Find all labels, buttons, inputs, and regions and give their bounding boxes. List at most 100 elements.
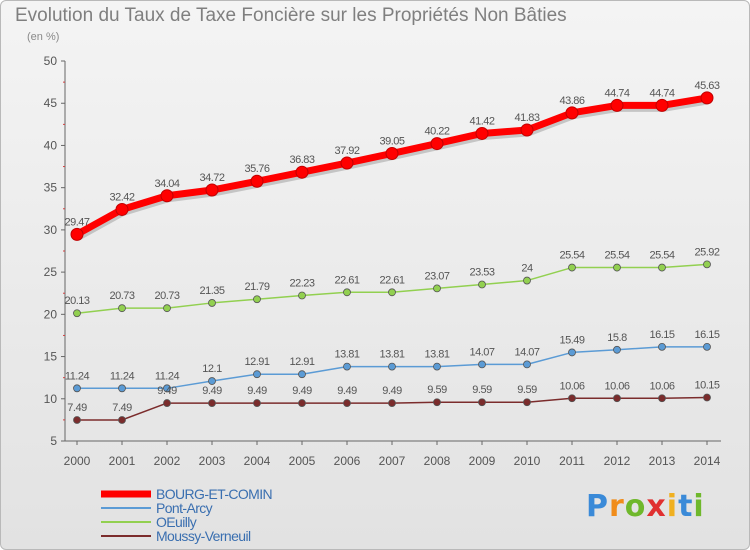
data-label: 13.81 xyxy=(379,349,404,361)
data-label: 9.49 xyxy=(202,385,222,397)
data-point xyxy=(703,342,711,351)
x-tick-label: 2010 xyxy=(514,454,541,468)
data-label: 20.13 xyxy=(64,295,89,307)
data-label: 20.73 xyxy=(154,290,179,302)
x-tick-label: 2000 xyxy=(64,454,91,468)
data-label: 20.73 xyxy=(109,290,134,302)
x-tick-label: 2011 xyxy=(559,454,585,468)
data-label: 16.15 xyxy=(649,329,674,341)
data-point xyxy=(658,342,666,351)
data-label: 12.1 xyxy=(202,363,222,375)
chart-title: Evolution du Taux de Taxe Foncière sur l… xyxy=(15,5,567,26)
x-tick-label: 2013 xyxy=(649,454,676,468)
data-label: 35.76 xyxy=(244,163,269,175)
legend-label: Pont-Arcy xyxy=(156,500,213,516)
data-label: 10.06 xyxy=(649,380,674,392)
data-point xyxy=(610,98,624,112)
series-line xyxy=(75,94,708,238)
y-tick-label: 45 xyxy=(44,96,58,110)
data-label: 25.54 xyxy=(604,250,629,262)
legend-label: Moussy-Verneuil xyxy=(156,528,251,544)
data-point xyxy=(298,399,306,407)
data-point xyxy=(703,393,711,402)
x-tick-label: 2002 xyxy=(154,454,181,468)
y-tick-label: 30 xyxy=(44,223,58,237)
data-point xyxy=(208,299,216,307)
data-label: 7.49 xyxy=(67,402,87,414)
data-label: 21.79 xyxy=(244,281,269,293)
data-point xyxy=(298,370,306,379)
data-label: 23.07 xyxy=(424,270,449,282)
x-tick-label: 2006 xyxy=(334,454,361,468)
data-point xyxy=(388,399,396,407)
data-point xyxy=(73,416,81,424)
data-label: 22.23 xyxy=(289,278,314,290)
data-point xyxy=(658,263,666,272)
data-point xyxy=(73,309,81,318)
series-line-shadow xyxy=(76,97,709,241)
data-label: 45.63 xyxy=(694,80,719,92)
data-label: 12.91 xyxy=(289,356,314,368)
y-tick-label: 50 xyxy=(44,54,58,68)
data-point xyxy=(253,370,261,379)
logo-letter: i xyxy=(693,489,705,524)
data-label: 9.49 xyxy=(157,385,177,397)
data-point xyxy=(568,348,576,357)
data-label: 24 xyxy=(521,263,533,275)
data-point xyxy=(70,227,84,241)
data-point xyxy=(160,189,174,203)
data-label: 25.92 xyxy=(694,246,719,258)
data-point xyxy=(523,360,531,369)
data-label: 9.59 xyxy=(472,384,492,396)
data-point xyxy=(388,362,396,371)
x-tick-label: 2004 xyxy=(244,454,271,468)
data-label: 37.92 xyxy=(334,145,359,157)
data-point xyxy=(340,156,354,170)
data-label: 34.04 xyxy=(154,178,179,190)
legend-label: BOURG-ET-COMIN xyxy=(156,486,272,502)
data-point xyxy=(478,398,486,407)
data-point xyxy=(703,260,711,269)
data-point xyxy=(250,174,264,188)
data-label: 15.8 xyxy=(607,332,627,344)
data-label: 12.91 xyxy=(244,356,269,368)
data-label: 22.61 xyxy=(379,274,404,286)
data-point xyxy=(433,398,441,407)
data-point xyxy=(118,304,126,313)
data-point xyxy=(163,304,171,313)
y-tick-label: 5 xyxy=(50,434,57,448)
data-point xyxy=(205,183,219,197)
data-label: 11.24 xyxy=(110,370,135,382)
data-label: 43.86 xyxy=(559,95,584,107)
logo-letter: i xyxy=(666,489,679,524)
data-label: 11.24 xyxy=(65,370,90,382)
data-point xyxy=(295,165,309,179)
x-tick-label: 2014 xyxy=(694,454,721,468)
logo-letter: t xyxy=(678,489,694,524)
data-label: 7.49 xyxy=(112,402,132,414)
data-point xyxy=(568,263,576,272)
data-point xyxy=(565,106,579,120)
x-tick-label: 2012 xyxy=(604,454,631,468)
data-point xyxy=(73,384,81,393)
legend-label: OEuilly xyxy=(156,514,197,530)
logo-letter: o xyxy=(624,489,647,524)
data-label: 9.59 xyxy=(517,384,537,396)
data-point xyxy=(478,360,486,369)
data-point xyxy=(298,291,306,300)
logo-letter: r xyxy=(609,489,625,524)
data-point xyxy=(343,288,351,297)
data-point xyxy=(163,399,171,407)
data-label: 41.42 xyxy=(469,115,494,127)
x-tick-label: 2009 xyxy=(469,454,496,468)
data-label: 40.22 xyxy=(424,126,449,138)
data-point xyxy=(208,377,216,385)
data-point xyxy=(613,394,621,403)
x-tick-label: 2001 xyxy=(109,454,136,468)
data-label: 25.54 xyxy=(649,250,674,262)
data-label: 14.07 xyxy=(469,346,494,358)
y-tick-label: 40 xyxy=(44,138,58,152)
data-point xyxy=(520,123,534,137)
